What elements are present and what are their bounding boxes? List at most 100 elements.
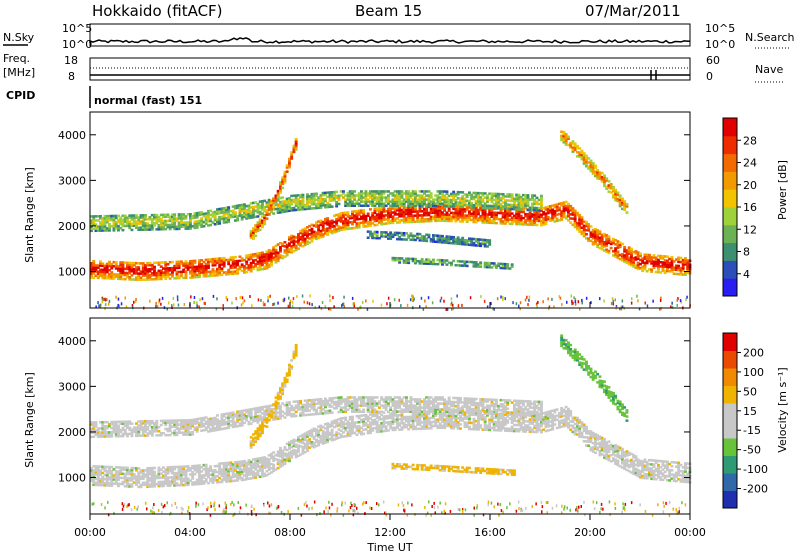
heatmap-cell <box>331 429 334 432</box>
scatter-cell <box>117 304 119 307</box>
heatmap-cell <box>342 431 345 434</box>
scatter-cell <box>196 304 198 307</box>
cpid-value: normal (fast) 151 <box>94 94 202 107</box>
scatter-cell <box>542 300 544 303</box>
scatter-cell <box>177 295 179 298</box>
heatmap-cell <box>281 187 284 190</box>
heatmap-cell <box>221 274 224 277</box>
scatter-cell <box>249 295 251 298</box>
heatmap-cell <box>574 143 577 146</box>
scatter-cell <box>525 298 527 301</box>
scatter-cell <box>190 295 192 298</box>
heatmap-cell <box>452 260 455 263</box>
scatter-cell <box>125 297 127 300</box>
heatmap-cell <box>585 233 588 236</box>
scatter-cell <box>686 296 688 299</box>
scatter-cell <box>105 299 107 302</box>
colorbar-swatch <box>723 278 737 296</box>
scatter-cell <box>231 302 233 305</box>
heatmap-cell <box>110 466 113 469</box>
scatter-cell <box>611 302 613 305</box>
heatmap-cell <box>347 211 350 214</box>
scatter-cell <box>480 295 482 298</box>
heatmap-cell <box>493 262 496 265</box>
heatmap-cell <box>511 212 514 215</box>
heatmap-cell <box>356 434 359 437</box>
heatmap-cell <box>569 205 572 208</box>
heatmap-cell <box>169 277 172 280</box>
y-tick-label: 4000 <box>58 129 86 142</box>
heatmap-cell <box>401 257 404 260</box>
scatter-cell <box>227 298 229 301</box>
scatter-cell <box>105 303 107 306</box>
heatmap-cell <box>367 213 370 216</box>
heatmap-cell <box>614 189 617 192</box>
heatmap-cell <box>520 208 523 211</box>
scatter-cell <box>365 299 367 302</box>
scatter-cell <box>296 295 298 298</box>
colorbar-tick-label: 24 <box>743 157 757 170</box>
heatmap-cell <box>468 191 471 194</box>
heatmap-cell <box>533 194 536 197</box>
scatter-cell <box>441 297 443 300</box>
heatmap-cell <box>428 234 431 237</box>
heatmap-cell <box>331 205 334 208</box>
scatter-cell <box>288 297 290 300</box>
heatmap-cell <box>308 438 311 441</box>
heatmap-cell <box>205 478 208 481</box>
heatmap-cell <box>684 257 687 260</box>
heatmap-cell <box>466 265 469 268</box>
heatmap-cell <box>511 263 514 266</box>
heatmap-cell <box>376 224 379 227</box>
scatter-cell <box>343 303 345 306</box>
scatter-cell <box>400 304 402 307</box>
scatter-cell <box>173 303 175 306</box>
heatmap-cell <box>572 140 575 143</box>
heatmap-cell <box>268 213 271 216</box>
heatmap-cell <box>275 249 278 252</box>
nsky-trace <box>90 38 690 43</box>
heatmap-cell <box>376 421 379 424</box>
heatmap-cell <box>428 258 431 261</box>
heatmap-cell <box>297 247 300 250</box>
scatter-cell <box>98 304 100 307</box>
scatter-cell <box>235 297 237 300</box>
scatter-cell <box>586 297 588 300</box>
y-tick-label: 2000 <box>58 220 86 233</box>
heatmap-cell <box>245 271 248 274</box>
heatmap-cell <box>578 214 581 217</box>
scatter-cell <box>242 296 244 299</box>
scatter-cell <box>109 300 111 303</box>
heatmap-cell <box>565 133 568 136</box>
heatmap-cell <box>351 416 354 419</box>
heatmap-cell <box>324 198 327 201</box>
heatmap-cell <box>194 473 197 476</box>
heatmap-cell <box>209 218 212 221</box>
scatter-cell <box>421 297 423 300</box>
heatmap-cell <box>92 260 95 263</box>
heatmap-cell <box>461 237 464 240</box>
scatter-cell <box>292 305 294 308</box>
scatter-cell <box>428 296 430 299</box>
scatter-cell <box>612 297 614 300</box>
heatmap-cell <box>266 217 269 220</box>
scatter-cell <box>456 295 458 298</box>
nsky-strip: N.Sky 10^5 10^0 10^5 10^0 N.Search <box>3 22 795 51</box>
scatter-cell <box>615 298 617 301</box>
scatter-cell <box>440 299 442 302</box>
scatter-cell <box>680 299 682 302</box>
freq-tick-top: 18 <box>64 54 78 67</box>
scatter-cell <box>177 298 179 301</box>
colorbar-swatch <box>723 189 737 207</box>
scatter-cell <box>677 299 679 302</box>
heatmap-cell <box>286 170 289 173</box>
heatmap-cell <box>680 257 683 260</box>
heatmap-cell <box>362 209 365 212</box>
scatter-cell <box>260 299 262 302</box>
scatter-cell <box>264 303 266 306</box>
heatmap-cell <box>284 241 287 244</box>
scatter-cell <box>537 301 539 304</box>
heatmap-cell <box>540 195 543 198</box>
